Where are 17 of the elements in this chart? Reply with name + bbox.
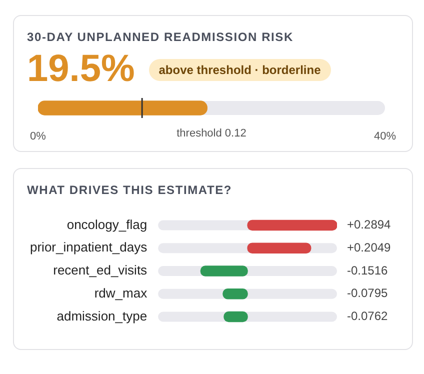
data-label: +0.2049	[347, 240, 392, 254]
x-tick-label: 40%	[374, 130, 396, 143]
data-label: -0.0795	[347, 286, 388, 300]
x-tick-label: 0%	[30, 130, 46, 143]
ref-line-label: threshold 0.12	[176, 128, 246, 140]
data-label: +0.2894	[347, 218, 392, 232]
y-tick-label: recent_ed_visits	[53, 262, 148, 278]
data-label: 19.5%	[27, 48, 135, 91]
y-tick-label: oncology_flag	[66, 216, 148, 232]
chart-title: WHAT DRIVES THIS ESTIMATE?	[27, 183, 234, 197]
chart-title: 30-DAY UNPLANNED READMISSION RISK	[27, 30, 294, 44]
y-tick-label: admission_type	[56, 308, 148, 324]
data-label: -0.1516	[347, 263, 388, 278]
text: above threshold · borderline	[148, 58, 331, 80]
y-tick-label: rdw_max	[94, 285, 148, 300]
data-label: -0.0762	[347, 309, 388, 324]
y-tick-label: prior_inpatient_days	[30, 240, 148, 255]
